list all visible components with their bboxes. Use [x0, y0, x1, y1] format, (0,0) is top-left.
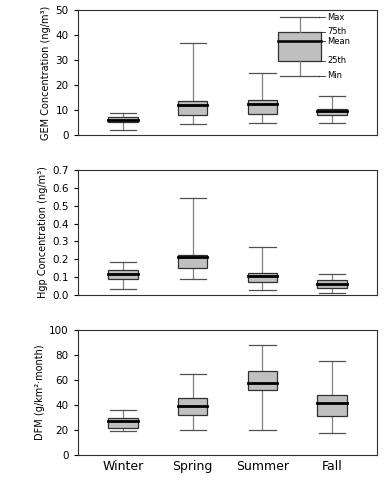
Bar	[109, 418, 138, 428]
Bar	[109, 117, 138, 122]
Bar	[248, 100, 277, 114]
Bar	[317, 280, 347, 288]
Bar	[317, 395, 347, 416]
Bar	[178, 255, 207, 268]
Y-axis label: DFM (g/km²·month): DFM (g/km²·month)	[35, 344, 45, 440]
Bar	[178, 101, 207, 115]
Y-axis label: Hgp Concentration (ng/m³): Hgp Concentration (ng/m³)	[38, 166, 48, 298]
Bar	[317, 109, 347, 115]
Bar	[248, 272, 277, 281]
Bar	[248, 372, 277, 390]
Bar	[178, 398, 207, 415]
Y-axis label: GEM Concentration (ng/m³): GEM Concentration (ng/m³)	[42, 6, 51, 140]
Bar	[109, 270, 138, 279]
